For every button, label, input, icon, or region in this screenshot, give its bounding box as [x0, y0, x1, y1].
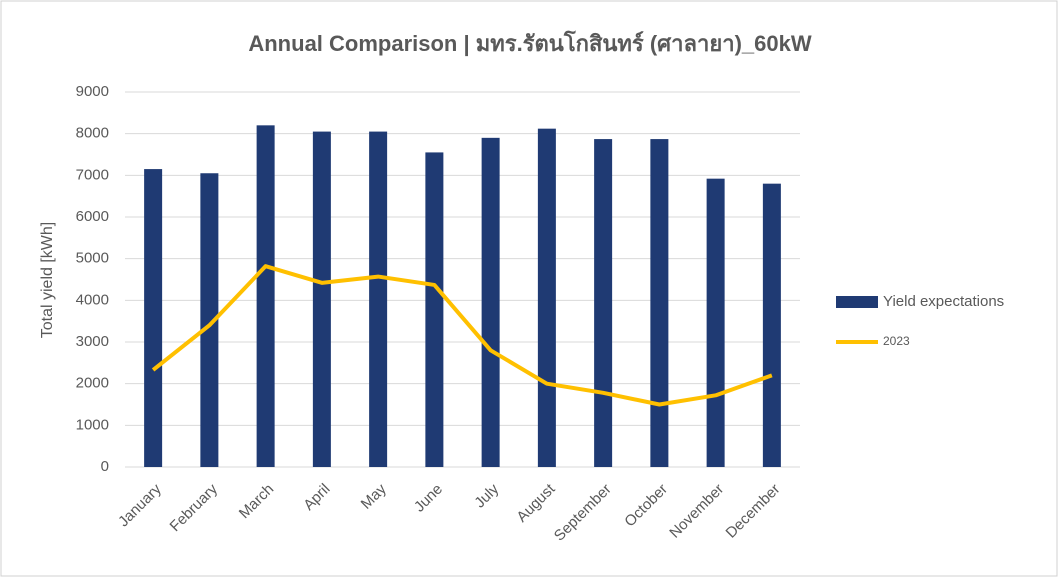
bar [256, 125, 275, 467]
bar [369, 131, 388, 468]
y-tick-label: 1000 [76, 416, 109, 433]
y-tick-label: 3000 [76, 333, 109, 350]
y-tick-label: 2000 [76, 375, 109, 392]
bar [200, 173, 219, 467]
chart-title: Annual Comparison | มทร.รัตนโกสินทร์ (ศา… [248, 30, 811, 56]
y-tick-label: 0 [101, 458, 109, 475]
legend-label: 2023 [883, 334, 910, 348]
legend-label: Yield expectations [883, 293, 1004, 310]
bar [537, 128, 556, 467]
y-tick-label: 8000 [76, 125, 109, 142]
bar [706, 178, 725, 467]
y-tick-label: 5000 [76, 250, 109, 267]
y-tick-label: 7000 [76, 166, 109, 183]
bar [594, 139, 613, 468]
bar [312, 131, 331, 468]
bar [650, 139, 669, 468]
bar [481, 137, 500, 468]
line [151, 264, 773, 407]
y-axis-title: Total yield [kWh] [39, 222, 56, 338]
y-tick-label: 9000 [76, 83, 109, 100]
bar [144, 169, 163, 468]
bar [762, 183, 781, 467]
y-tick-label: 6000 [76, 208, 109, 225]
bar [425, 152, 444, 467]
y-tick-label: 4000 [76, 291, 109, 308]
legend-swatch [836, 296, 878, 308]
